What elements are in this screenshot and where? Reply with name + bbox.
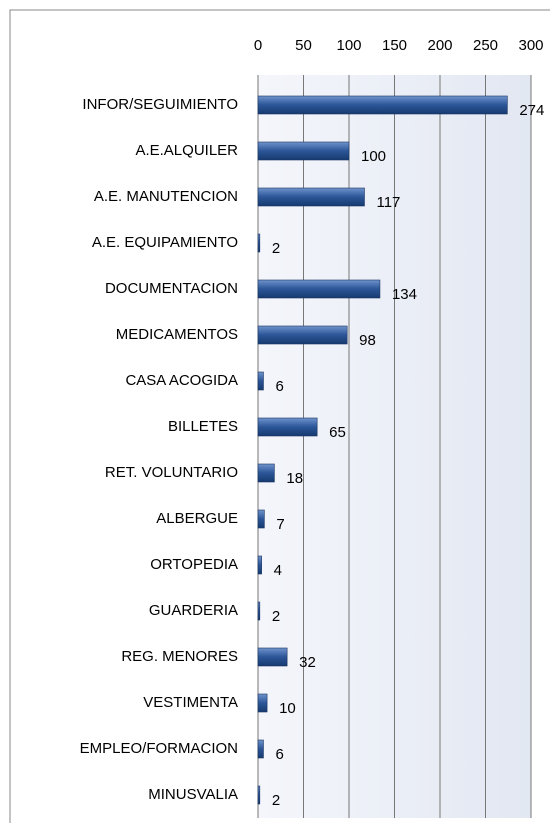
bar	[257, 555, 262, 575]
y-tick-label: GUARDERIA	[149, 602, 238, 619]
data-label: 65	[329, 424, 346, 441]
bar	[257, 417, 318, 437]
bar	[257, 739, 264, 759]
x-tick-label: 50	[295, 37, 312, 54]
y-tick-label: CASA ACOGIDA	[125, 372, 238, 389]
y-tick-label: A.E. MANUTENCION	[94, 188, 238, 205]
x-tick-label: 300	[518, 37, 543, 54]
bar	[257, 95, 508, 115]
data-label: 2	[272, 608, 280, 625]
data-label: 6	[275, 378, 283, 395]
y-tick-label: INFOR/SEGUIMIENTO	[82, 96, 238, 113]
x-tick-label: 150	[382, 37, 407, 54]
y-tick-label: MINUSVALIA	[148, 786, 238, 803]
bar	[257, 509, 265, 529]
y-tick-label: BILLETES	[168, 418, 238, 435]
x-tick-label: 100	[336, 37, 361, 54]
data-label: 117	[376, 194, 400, 211]
data-label: 4	[274, 562, 282, 579]
bar	[257, 233, 261, 253]
y-tick-label: MEDICAMENTOS	[116, 326, 238, 343]
y-tick-label: REG. MENORES	[121, 648, 238, 665]
x-tick-label: 250	[473, 37, 498, 54]
bar	[257, 187, 365, 207]
y-tick-label: DOCUMENTACION	[105, 280, 238, 297]
data-label: 10	[279, 700, 296, 717]
data-label: 7	[276, 516, 284, 533]
bar	[257, 785, 261, 805]
bar	[257, 371, 264, 391]
y-tick-label: A.E. EQUIPAMIENTO	[92, 234, 238, 251]
x-tick-label: 200	[427, 37, 452, 54]
data-label: 274	[519, 102, 544, 119]
bar	[257, 601, 261, 621]
y-tick-label: ALBERGUE	[156, 510, 238, 527]
data-label: 2	[272, 792, 280, 809]
data-label: 134	[392, 286, 417, 303]
data-label: 18	[286, 470, 303, 487]
y-tick-label: ORTOPEDIA	[150, 556, 238, 573]
data-label: 2	[272, 240, 280, 257]
bar	[257, 463, 275, 483]
y-tick-label: VESTIMENTA	[143, 694, 238, 711]
data-label: 32	[299, 654, 316, 671]
bar	[257, 325, 348, 345]
y-tick-label: RET. VOLUNTARIO	[105, 464, 238, 481]
data-label: 100	[361, 148, 386, 165]
data-label: 6	[275, 746, 283, 763]
chart-border	[9, 9, 550, 823]
y-tick-label: EMPLEO/FORMACION	[80, 740, 238, 757]
bar	[257, 693, 268, 713]
bar	[257, 647, 288, 667]
x-tick-label: 0	[254, 37, 262, 54]
bar	[257, 141, 350, 161]
data-label: 98	[359, 332, 376, 349]
bar	[257, 279, 381, 299]
y-tick-label: A.E.ALQUILER	[135, 142, 238, 159]
